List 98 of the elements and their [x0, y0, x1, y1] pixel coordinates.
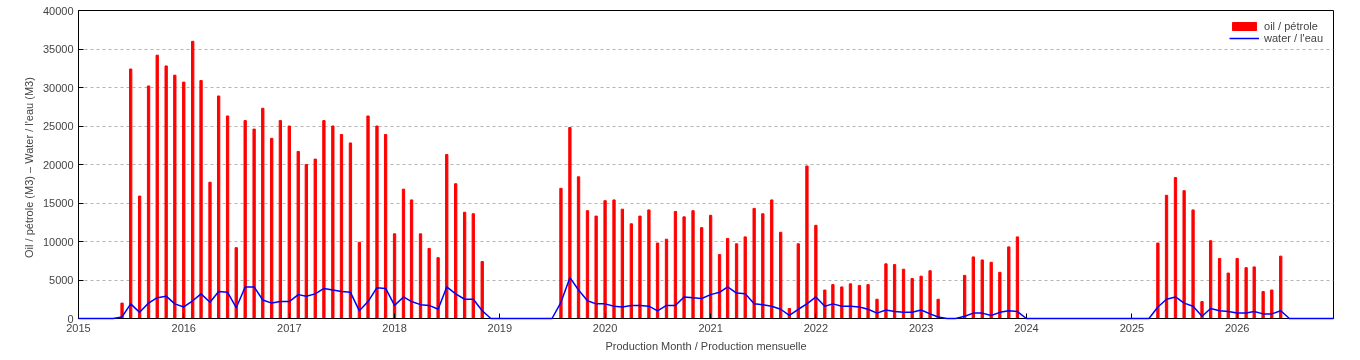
- y-tick-label: 10000: [42, 235, 74, 248]
- bar: [436, 257, 440, 319]
- bar: [559, 187, 563, 319]
- bar: [1279, 255, 1283, 319]
- y-tick-label: 25000: [42, 120, 74, 132]
- bar: [840, 286, 844, 319]
- bar: [208, 181, 212, 319]
- bar: [814, 224, 818, 319]
- bar: [313, 158, 317, 319]
- bar: [427, 247, 431, 319]
- x-tick-label: 2024: [1014, 321, 1039, 334]
- bar: [998, 271, 1002, 319]
- bar: [278, 120, 283, 319]
- bar: [322, 120, 326, 319]
- bar: [875, 298, 879, 319]
- bar: [252, 128, 256, 319]
- bar: [866, 284, 870, 319]
- bar: [647, 209, 651, 319]
- x-tick-label: 2026: [1224, 321, 1250, 334]
- bar: [1156, 242, 1160, 319]
- bar: [823, 289, 827, 319]
- y-tick-label: 30000: [42, 81, 74, 94]
- bar: [638, 215, 642, 319]
- bar: [182, 81, 186, 319]
- x-tick-label: 2018: [382, 321, 407, 334]
- bar: [1252, 266, 1256, 319]
- bar: [928, 270, 932, 319]
- bar: [919, 275, 923, 319]
- bar: [225, 115, 230, 319]
- bar: [287, 125, 291, 319]
- bar: [682, 216, 686, 319]
- bar: [752, 207, 756, 319]
- y-tick-label: 20000: [42, 158, 74, 171]
- bar: [1244, 267, 1248, 319]
- bar: [603, 200, 607, 319]
- bar: [155, 54, 159, 319]
- bar: [261, 107, 265, 319]
- bar: [234, 247, 238, 319]
- bar: [1226, 272, 1230, 319]
- bar: [761, 213, 765, 319]
- x-tick-label: 2019: [487, 321, 513, 334]
- x-tick-label: 2020: [592, 321, 618, 334]
- bar: [339, 133, 344, 319]
- bar: [331, 125, 335, 319]
- x-tick-label: 2016: [171, 321, 197, 334]
- bar: [401, 188, 406, 319]
- bar: [164, 65, 168, 319]
- bar: [980, 259, 984, 319]
- bar: [243, 120, 247, 319]
- bar: [199, 80, 203, 319]
- bar: [129, 68, 133, 319]
- x-tick-label: 2022: [803, 321, 829, 334]
- x-axis-title: Production Month / Production mensuelle: [605, 339, 807, 352]
- bar: [770, 199, 774, 319]
- bar: [1235, 257, 1239, 319]
- bar: [191, 40, 195, 319]
- bar: [594, 215, 598, 319]
- bar: [1191, 209, 1195, 319]
- y-tick-label: 5000: [49, 274, 74, 286]
- legend-label: oil / pétrole: [1264, 20, 1318, 32]
- bar: [445, 153, 449, 319]
- bar: [910, 277, 914, 319]
- bar: [796, 243, 800, 319]
- bar: [989, 261, 993, 319]
- x-tick-label: 2025: [1119, 321, 1145, 334]
- y-tick-label: 40000: [42, 4, 74, 17]
- bar: [471, 213, 475, 319]
- y-tick-label: 35000: [42, 43, 74, 55]
- bar: [217, 95, 221, 319]
- bar: [805, 165, 809, 319]
- bar: [480, 261, 484, 319]
- bar: [348, 142, 353, 319]
- bar: [409, 199, 414, 319]
- bar: [612, 199, 616, 319]
- bar: [831, 284, 835, 319]
- x-tick-label: 2021: [698, 321, 723, 334]
- y-tick-label: 15000: [42, 197, 74, 209]
- bar: [629, 223, 633, 319]
- bar: [1007, 246, 1011, 319]
- bar: [691, 210, 695, 319]
- bar: [1270, 289, 1274, 319]
- x-tick-label: 2017: [277, 321, 302, 334]
- bar: [936, 298, 940, 319]
- bar: [146, 85, 151, 319]
- bar: [383, 133, 388, 319]
- y-axis-title: Oil / pétrole (M3) – Water / l'eau (M3): [22, 77, 35, 258]
- bar: [375, 125, 379, 319]
- bar: [1182, 190, 1186, 319]
- bar: [173, 74, 177, 319]
- x-tick-label: 2023: [908, 321, 934, 334]
- bar: [270, 137, 274, 319]
- bar: [366, 115, 370, 319]
- bar: [568, 127, 572, 319]
- bar: [743, 236, 747, 319]
- bar: [1261, 291, 1265, 319]
- bar: [296, 150, 300, 319]
- bar: [884, 263, 888, 319]
- legend-label: water / l'eau: [1264, 32, 1323, 44]
